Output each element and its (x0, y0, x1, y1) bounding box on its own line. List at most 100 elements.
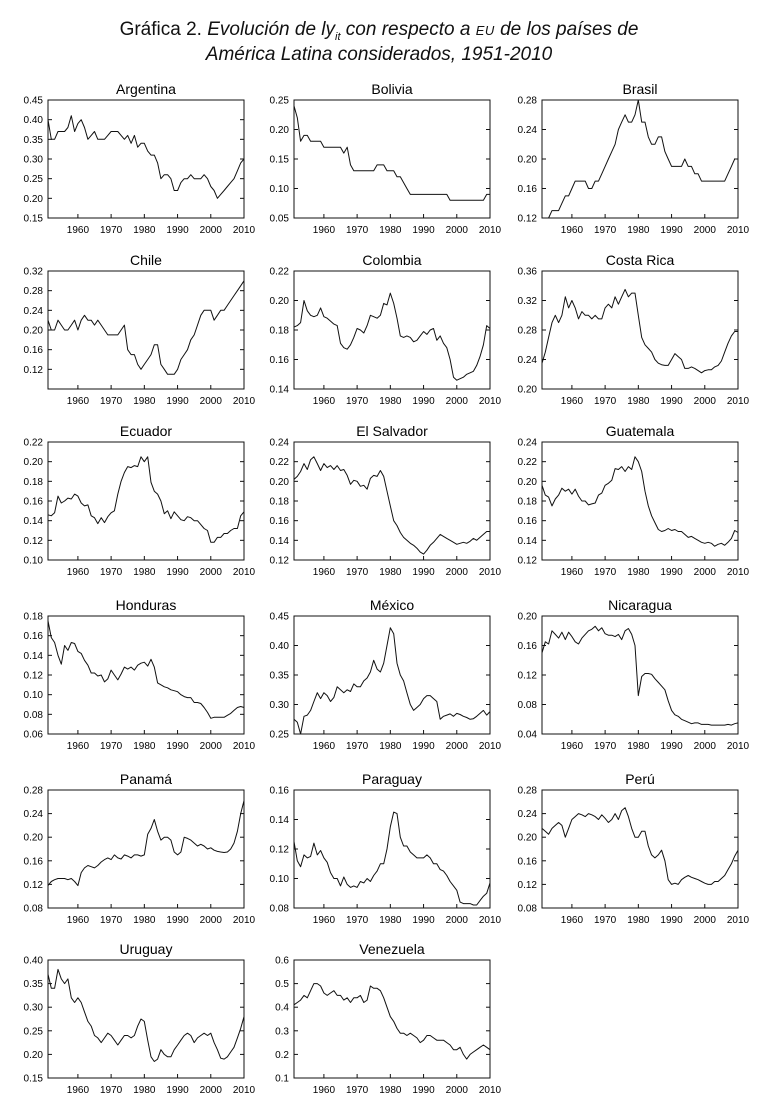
x-tick-label: 2010 (233, 225, 256, 236)
x-tick-label: 2010 (727, 396, 750, 407)
y-tick-label: 0.28 (518, 326, 538, 337)
plot-frame (293, 615, 491, 735)
series-line (47, 620, 245, 719)
y-tick-label: 0.32 (518, 296, 538, 307)
x-tick-label: 1970 (100, 567, 123, 578)
x-tick-label: 1990 (166, 1085, 189, 1096)
y-tick-label: 0.4 (275, 1003, 289, 1014)
series-line (47, 800, 245, 887)
y-tick-label: 0.18 (24, 477, 44, 488)
y-tick-label: 0.08 (270, 904, 290, 915)
x-tick-label: 2010 (479, 741, 502, 752)
x-tick-label: 1980 (133, 915, 156, 926)
panel-title: Costa Rica (606, 252, 675, 268)
x-tick-label: 1970 (346, 567, 369, 578)
x-tick-label: 2000 (694, 396, 717, 407)
x-tick-label: 1960 (313, 741, 336, 752)
x-tick-label: 1970 (594, 225, 617, 236)
x-tick-label: 1970 (100, 225, 123, 236)
x-tick-label: 2010 (233, 741, 256, 752)
x-tick-label: 2000 (446, 225, 469, 236)
panel-title: El Salvador (356, 423, 428, 439)
x-tick-label: 2010 (479, 225, 502, 236)
x-tick-label: 1980 (379, 1085, 402, 1096)
x-tick-label: 2000 (446, 1085, 469, 1096)
figure-title-italic-line2: América Latina considerados, 1951-2010 (205, 44, 553, 65)
y-tick-label: 0.10 (270, 184, 290, 195)
x-tick-label: 1960 (67, 396, 90, 407)
y-tick-label: 0.20 (24, 326, 44, 337)
y-tick-label: 0.30 (270, 700, 290, 711)
y-tick-label: 0.16 (518, 516, 538, 527)
panel-title: Paraguay (362, 771, 422, 787)
x-tick-label: 1980 (379, 915, 402, 926)
series-line (293, 292, 491, 381)
plot-frame (47, 959, 245, 1079)
series-line (47, 115, 245, 199)
figure-title-smallcaps: EU (475, 23, 495, 38)
plot-frame (47, 99, 245, 219)
panel-title: Chile (130, 252, 162, 268)
panel-title: México (370, 597, 415, 613)
y-tick-label: 0.45 (24, 96, 44, 107)
x-tick-label: 1990 (166, 396, 189, 407)
y-tick-label: 0.20 (24, 833, 44, 844)
panel-title: Brasil (622, 81, 657, 97)
y-tick-label: 0.08 (518, 700, 538, 711)
y-tick-label: 0.16 (518, 641, 538, 652)
x-tick-label: 1990 (660, 396, 683, 407)
y-tick-label: 0.15 (24, 214, 44, 225)
panel-title: Panamá (120, 771, 172, 787)
y-tick-label: 0.18 (24, 612, 44, 623)
y-tick-label: 0.14 (24, 651, 44, 662)
x-tick-label: 1970 (100, 915, 123, 926)
y-tick-label: 0.16 (518, 856, 538, 867)
y-tick-label: 0.22 (270, 267, 290, 278)
y-tick-label: 0.24 (518, 355, 538, 366)
x-tick-label: 1960 (561, 225, 584, 236)
y-tick-label: 0.12 (518, 880, 538, 891)
x-tick-label: 1980 (133, 396, 156, 407)
chart-panel-colombia: Colombia 0.22 0.20 0.18 0.16 0.14 1960 1970 1980… (270, 252, 502, 407)
y-tick-label: 0.06 (24, 730, 44, 741)
y-tick-label: 0.20 (270, 125, 290, 136)
y-tick-label: 0.08 (518, 904, 538, 915)
y-tick-label: 0.45 (270, 612, 290, 623)
x-tick-label: 2010 (233, 915, 256, 926)
y-tick-label: 0.14 (270, 536, 290, 547)
x-tick-label: 1980 (627, 915, 650, 926)
y-tick-label: 0.14 (24, 516, 44, 527)
y-tick-label: 0.35 (24, 135, 44, 146)
chart-panel-brasil: Brasil 0.28 0.24 0.20 0.16 0.12 1960 1970 1980 19… (518, 81, 750, 236)
x-tick-label: 1980 (627, 396, 650, 407)
y-tick-label: 0.16 (518, 184, 538, 195)
y-tick-label: 0.3 (275, 1026, 289, 1037)
y-tick-label: 0.10 (270, 874, 290, 885)
y-tick-label: 0.25 (270, 96, 290, 107)
x-tick-label: 2010 (233, 1085, 256, 1096)
y-tick-label: 0.16 (24, 631, 44, 642)
panel-title: Colombia (362, 252, 421, 268)
y-tick-label: 0.35 (270, 671, 290, 682)
x-tick-label: 2000 (200, 567, 223, 578)
y-tick-label: 0.25 (24, 174, 44, 185)
x-tick-label: 1960 (67, 1085, 90, 1096)
chart-panel-nicaragua: Nicaragua 0.20 0.16 0.12 0.08 0.04 1960 1970 198… (518, 597, 750, 752)
y-tick-label: 0.25 (24, 1026, 44, 1037)
y-tick-label: 0.12 (24, 365, 44, 376)
y-tick-label: 0.28 (518, 96, 538, 107)
y-tick-label: 0.40 (24, 956, 44, 967)
x-tick-label: 1990 (166, 915, 189, 926)
y-tick-label: 0.22 (24, 438, 44, 449)
y-tick-label: 0.20 (518, 477, 538, 488)
plot-frame (293, 270, 491, 390)
x-tick-label: 2010 (479, 1085, 502, 1096)
panel-title: Honduras (116, 597, 177, 613)
y-tick-label: 0.24 (24, 306, 44, 317)
series-line (541, 288, 738, 374)
x-tick-label: 1980 (379, 567, 402, 578)
y-tick-label: 0.12 (24, 671, 44, 682)
y-tick-label: 0.12 (270, 845, 290, 856)
plot-frame (293, 441, 491, 561)
